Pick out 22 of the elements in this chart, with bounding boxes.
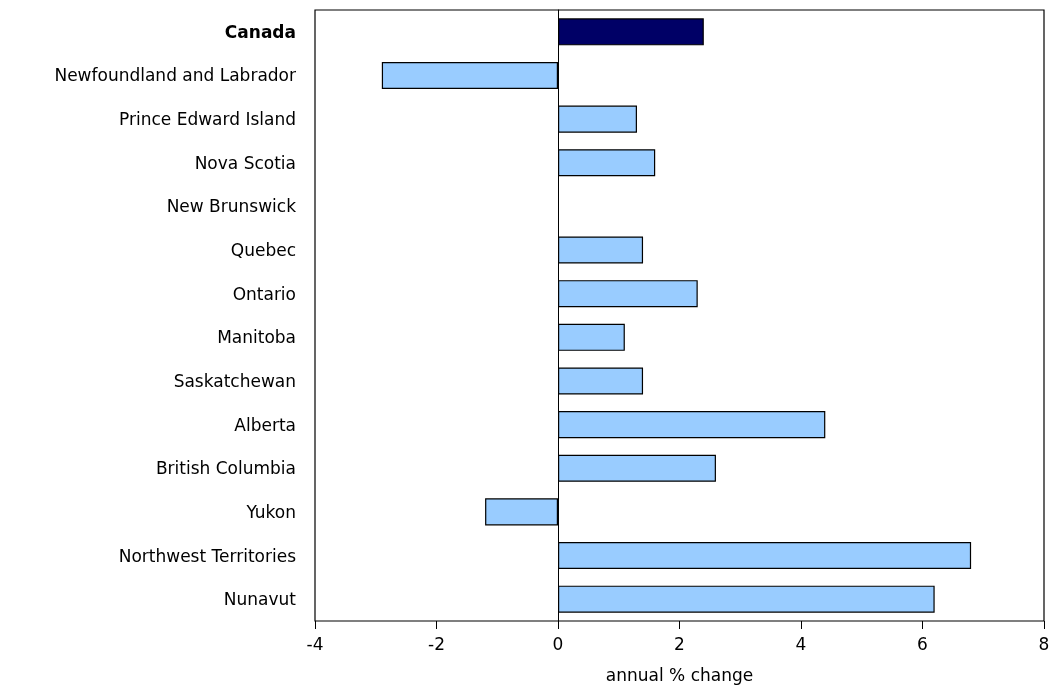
y-tick-label: Quebec: [230, 240, 296, 261]
y-tick-label: Northwest Territories: [118, 545, 297, 566]
y-tick-label: Prince Edward Island: [119, 109, 296, 130]
x-tick-label: 4: [795, 633, 807, 654]
y-tick-label: Nova Scotia: [194, 152, 296, 173]
x-tick-label: -2: [428, 633, 445, 654]
x-tick-label: 8: [1038, 633, 1050, 654]
y-tick-label: Nunavut: [223, 589, 297, 610]
y-tick-label: Yukon: [245, 501, 296, 522]
x-tick-label: 2: [674, 633, 685, 654]
y-tick-label: Manitoba: [217, 327, 296, 348]
x-tick-label: -4: [306, 633, 324, 654]
y-tick-label: Newfoundland and Labrador: [54, 65, 296, 86]
x-tick-label: 0: [552, 633, 564, 654]
x-tick-label: 6: [917, 633, 928, 654]
x-axis-title: annual % change: [605, 664, 754, 685]
y-tick-label: Canada: [224, 21, 296, 42]
y-tick-label: British Columbia: [155, 458, 296, 479]
y-tick-label: Saskatchewan: [173, 370, 296, 391]
y-tick-label: Alberta: [234, 414, 296, 435]
y-tick-label: New Brunswick: [166, 196, 297, 217]
y-tick-label: Ontario: [232, 283, 296, 304]
